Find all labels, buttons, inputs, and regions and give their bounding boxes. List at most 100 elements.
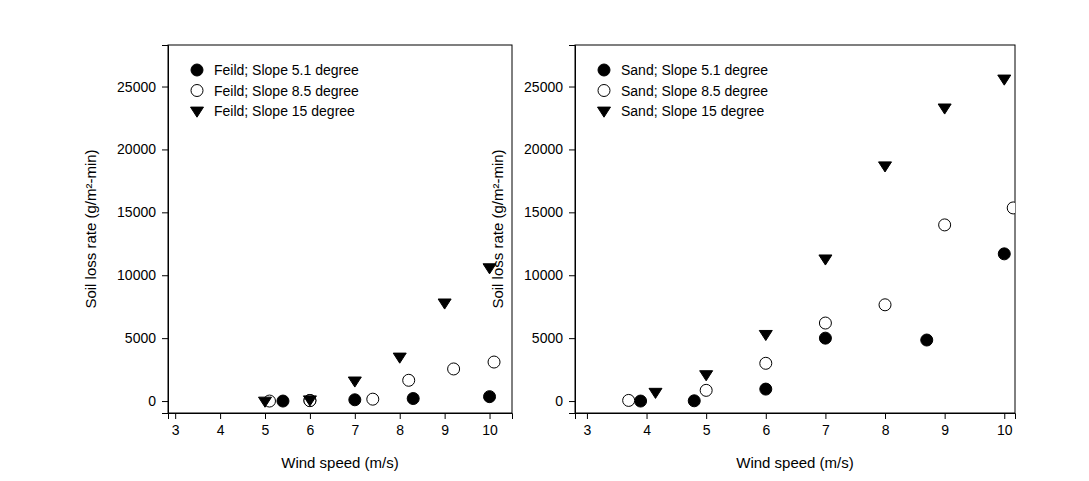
- x-tick-label: 10: [997, 422, 1013, 438]
- x-tick-label: 4: [643, 422, 651, 438]
- legend-label: Feild; Slope 5.1 degree: [214, 62, 359, 78]
- y-tick: 5000: [532, 330, 575, 346]
- y-axis-title: Soil loss rate (g/m²-min): [82, 149, 99, 308]
- x-tick-mark: [490, 413, 491, 419]
- y-tick-mark: [569, 87, 575, 88]
- point: [819, 317, 831, 329]
- y-tick: 0: [555, 393, 575, 409]
- point: [635, 395, 647, 407]
- point: [407, 393, 419, 405]
- x-tick-label: 7: [351, 422, 359, 438]
- plot-frame: [575, 45, 1015, 413]
- x-axis-line: [169, 414, 513, 420]
- legend-label: Feild; Slope 15 degree: [214, 103, 355, 119]
- y-tick-label: 5000: [532, 330, 563, 346]
- y-tick-mark: [569, 275, 575, 276]
- data-points: [259, 264, 501, 407]
- x-tick-mark: [265, 413, 266, 419]
- x-tick-mark: [647, 413, 648, 419]
- x-tick-mark: [885, 413, 886, 419]
- x-tick: 7: [822, 413, 830, 438]
- point: [760, 383, 772, 395]
- x-tick: 4: [217, 413, 225, 438]
- x-axis-title: Wind speed (m/s): [281, 454, 399, 471]
- point: [819, 255, 832, 265]
- x-tick-label: 6: [307, 422, 315, 438]
- y-tick-mark: [162, 275, 168, 276]
- y-tick-mark: [162, 87, 168, 88]
- legend-label: Sand; Slope 8.5 degree: [621, 83, 768, 99]
- x-tick-mark: [445, 413, 446, 419]
- y-tick: 20000: [524, 141, 575, 157]
- point: [700, 371, 713, 381]
- x-tick: 8: [396, 413, 404, 438]
- y-tick: 5000: [125, 330, 168, 346]
- x-tick-label: 4: [217, 422, 225, 438]
- chart-panel: 3456789100500010000150002000025000Wind s…: [489, 45, 1019, 471]
- y-tick-label: 25000: [524, 78, 563, 94]
- y-axis-line: [162, 46, 169, 414]
- y-tick: 20000: [117, 141, 168, 157]
- x-tick-label: 3: [172, 422, 180, 438]
- y-tick: 0: [148, 393, 168, 409]
- x-tick-label: 3: [584, 422, 592, 438]
- legend: Feild; Slope 5.1 degree Feild; Slope 8.5 …: [191, 62, 359, 119]
- x-tick: 6: [307, 413, 315, 438]
- y-tick: 25000: [117, 78, 168, 94]
- legend-marker: [598, 107, 611, 117]
- point: [760, 357, 772, 369]
- y-tick-mark: [162, 401, 168, 402]
- x-tick: 3: [584, 413, 592, 438]
- y-tick-label: 0: [148, 393, 156, 409]
- point: [393, 353, 406, 363]
- x-tick: 7: [351, 413, 359, 438]
- x-tick: 6: [762, 413, 770, 438]
- y-axis-line: [569, 46, 576, 414]
- point: [488, 356, 500, 368]
- legend: Sand; Slope 5.1 degreeSand; Slope 8.5 de…: [598, 62, 769, 119]
- point: [367, 393, 379, 405]
- x-tick-mark: [310, 413, 311, 419]
- legend-label: Feild; Slope 8.5 degree: [214, 83, 359, 99]
- x-tick: 5: [703, 413, 711, 438]
- point: [998, 248, 1010, 260]
- y-axis: 0 5000 10000 15000 20000 25000: [524, 46, 575, 414]
- legend-marker: [598, 85, 610, 97]
- x-tick-label: 5: [703, 422, 711, 438]
- y-tick: 15000: [117, 204, 168, 220]
- point: [484, 391, 496, 403]
- x-tick: 8: [882, 413, 890, 438]
- x-axis: 3 4 5 6 7 8 9 10: [576, 413, 1016, 438]
- point: [304, 395, 316, 407]
- x-tick-mark: [706, 413, 707, 419]
- y-tick-mark: [162, 212, 168, 213]
- y-tick-mark: [569, 149, 575, 150]
- legend-marker: [598, 64, 610, 76]
- y-tick-mark: [569, 338, 575, 339]
- y-tick-label: 15000: [524, 204, 563, 220]
- x-tick-mark: [766, 413, 767, 419]
- y-tick-label: 5000: [125, 330, 156, 346]
- point: [700, 384, 712, 396]
- y-tick: 15000: [524, 204, 575, 220]
- x-tick: 10: [482, 413, 498, 438]
- chart-panel: 3456789100500010000150002000025000Wind s…: [82, 45, 513, 471]
- y-tick-label: 10000: [524, 267, 563, 283]
- plot-frame: [168, 45, 512, 413]
- y-tick-label: 0: [555, 393, 563, 409]
- x-tick-label: 8: [882, 422, 890, 438]
- point: [623, 394, 635, 406]
- x-tick-label: 10: [482, 422, 498, 438]
- x-tick-label: 9: [441, 422, 449, 438]
- point: [688, 395, 700, 407]
- y-axis: 0500010000150002000025000: [117, 46, 168, 414]
- legend-marker: [191, 64, 203, 76]
- point: [277, 395, 289, 407]
- y-tick-label: 25000: [117, 78, 156, 94]
- point: [259, 397, 272, 407]
- point: [938, 104, 951, 114]
- legend-label: Sand; Slope 15 degree: [621, 103, 764, 119]
- x-tick-mark: [1004, 413, 1005, 419]
- x-tick-label: 9: [941, 422, 949, 438]
- legend-marker: [191, 107, 204, 117]
